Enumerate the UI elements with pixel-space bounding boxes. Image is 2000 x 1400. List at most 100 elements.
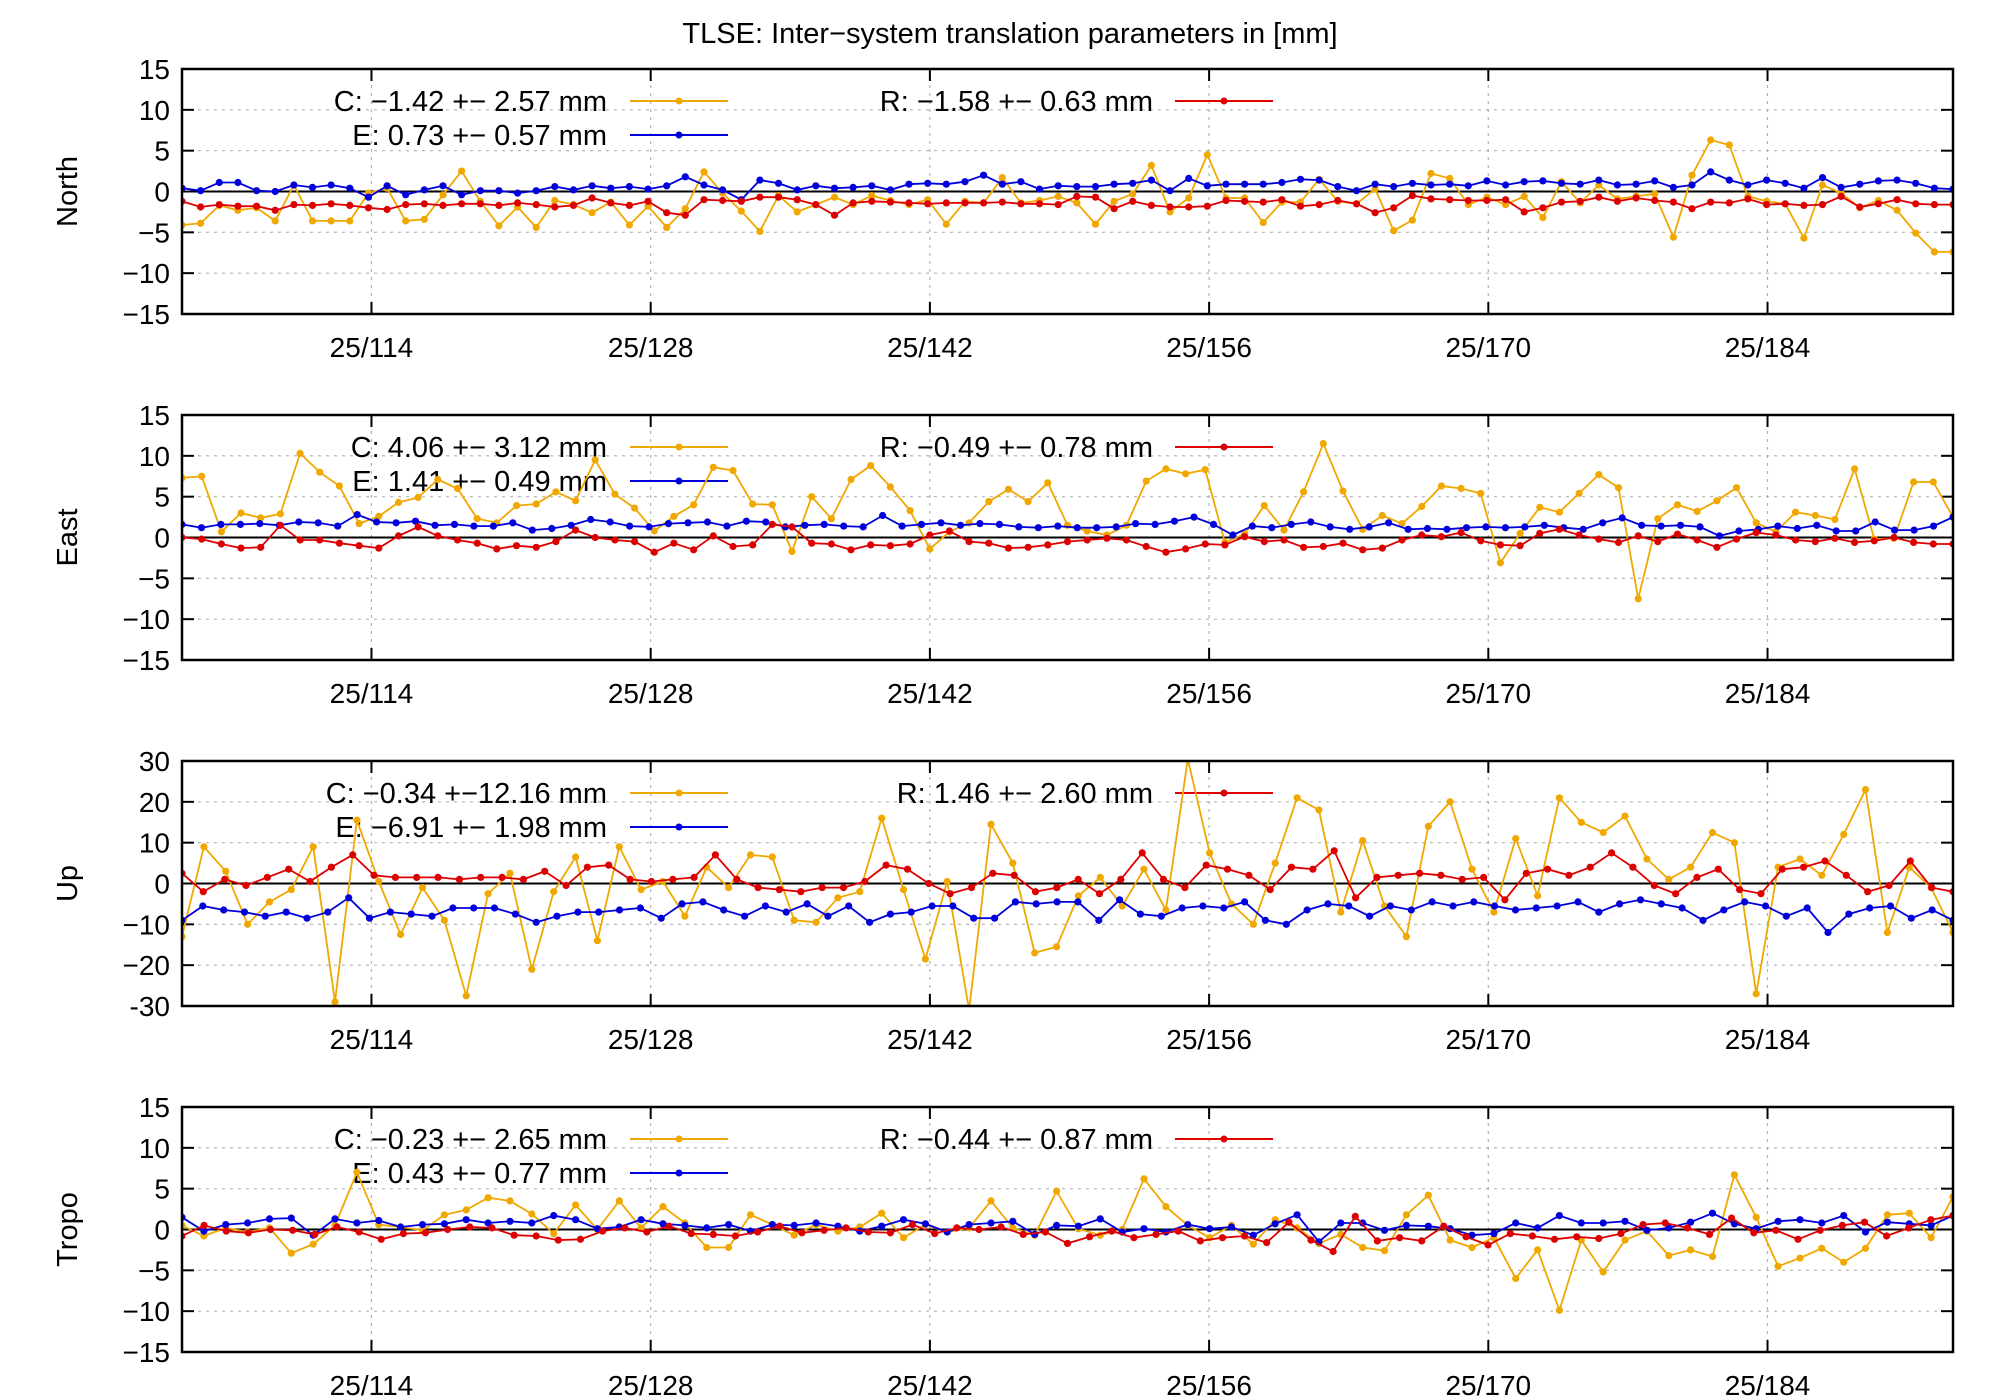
data-point-R [776,1222,784,1230]
x-tick-label: 25/170 [1445,332,1531,363]
data-point-R [562,881,570,890]
data-point-E [830,184,839,192]
data-point-E [1404,525,1412,533]
data-point-E [1112,523,1120,531]
data-point-R [569,201,578,209]
y-tick-label: 10 [139,1133,170,1164]
data-point-E [703,518,712,526]
data-point-C [1437,482,1445,490]
data-point-R [1159,875,1168,884]
data-point-R [793,196,801,204]
data-point-E [664,520,673,528]
data-point-E [1555,1212,1563,1220]
data-point-E [1009,1217,1017,1225]
data-point-R [1705,1230,1714,1238]
data-point-C [1249,1240,1257,1248]
data-point-R [797,888,805,896]
data-point-C [868,192,876,200]
data-point-R [1041,1228,1049,1236]
data-point-C [899,886,908,894]
data-point-E [1893,176,1901,184]
data-point-E [271,187,279,196]
data-point-R [1480,873,1488,882]
data-point-E [222,1221,230,1229]
data-point-C [650,527,658,535]
data-point-C [1796,1254,1804,1262]
y-tick-label: 10 [139,95,170,126]
data-point-R [625,201,634,209]
y-tick-label: 10 [139,828,170,859]
data-point-E [761,902,770,910]
data-point-E [1346,525,1354,533]
legend-label-C: C: −0.34 +−12.16 mm [326,778,607,810]
data-point-E [1782,912,1790,920]
x-tick-label: 25/128 [608,1370,694,1400]
data-point-E [937,519,945,527]
data-point-R [1800,201,1808,209]
x-tick-label: 25/170 [1445,1370,1531,1400]
data-point-C [659,1203,667,1211]
data-point-E [1482,523,1490,531]
data-point-E [1110,180,1118,188]
data-point-E [1352,187,1361,195]
data-point-E [1891,526,1899,534]
data-point-E [1657,522,1665,530]
data-point-E [1449,902,1457,910]
data-point-C [670,512,678,520]
data-point-R [1856,203,1864,211]
y-tick-label: 5 [154,1174,170,1205]
data-point-R [377,1235,385,1243]
data-point-E [849,183,857,191]
data-point-R [221,875,229,884]
data-point-E [657,914,665,922]
data-point-C [611,490,619,498]
data-point-E [1184,1221,1192,1229]
data-point-C [1905,1209,1913,1217]
data-point-R [1565,871,1573,879]
data-point-R [1693,536,1701,544]
data-point-R [1688,205,1696,213]
legend-label-E: E: 1.41 +− 0.49 mm [352,466,607,498]
data-point-E [1157,912,1165,920]
data-point-E [1553,902,1561,910]
data-point-R [1004,544,1013,552]
data-point-R [905,199,913,207]
data-point-C [1446,174,1454,182]
data-point-E [1818,1219,1826,1227]
data-point-C [1408,216,1416,224]
data-point-C [420,215,428,223]
legend-marker-R [1220,97,1228,105]
data-point-R [1772,1226,1780,1234]
series-E [182,168,1953,204]
series-E [182,894,1953,937]
data-point-E [1813,521,1821,529]
data-point-E [1883,1218,1891,1226]
data-point-E [1407,906,1415,914]
data-point-C [746,1211,755,1219]
data-point-C [790,916,798,924]
data-point-R [1086,1233,1094,1241]
data-point-C [550,1230,558,1238]
data-point-R [908,1221,917,1229]
data-point-C [552,488,560,496]
data-point-R [733,875,741,884]
data-point-R [1147,201,1155,209]
data-point-E [199,902,207,910]
data-point-R [998,198,1006,206]
data-point-E [550,1212,558,1220]
data-point-E [1129,179,1137,187]
data-point-E [1278,178,1286,187]
data-point-E [886,910,895,918]
x-tick-label: 25/128 [608,332,694,363]
data-point-E [514,189,522,197]
data-point-C [439,191,447,199]
data-point-E [470,522,478,530]
data-point-R [1732,535,1741,543]
data-point-C [942,220,950,228]
data-point-C [1688,171,1696,179]
data-point-C [1614,484,1623,492]
data-point-R [316,536,324,544]
data-point-E [684,519,692,527]
data-point-E [1170,517,1179,525]
data-point-E [392,519,400,527]
